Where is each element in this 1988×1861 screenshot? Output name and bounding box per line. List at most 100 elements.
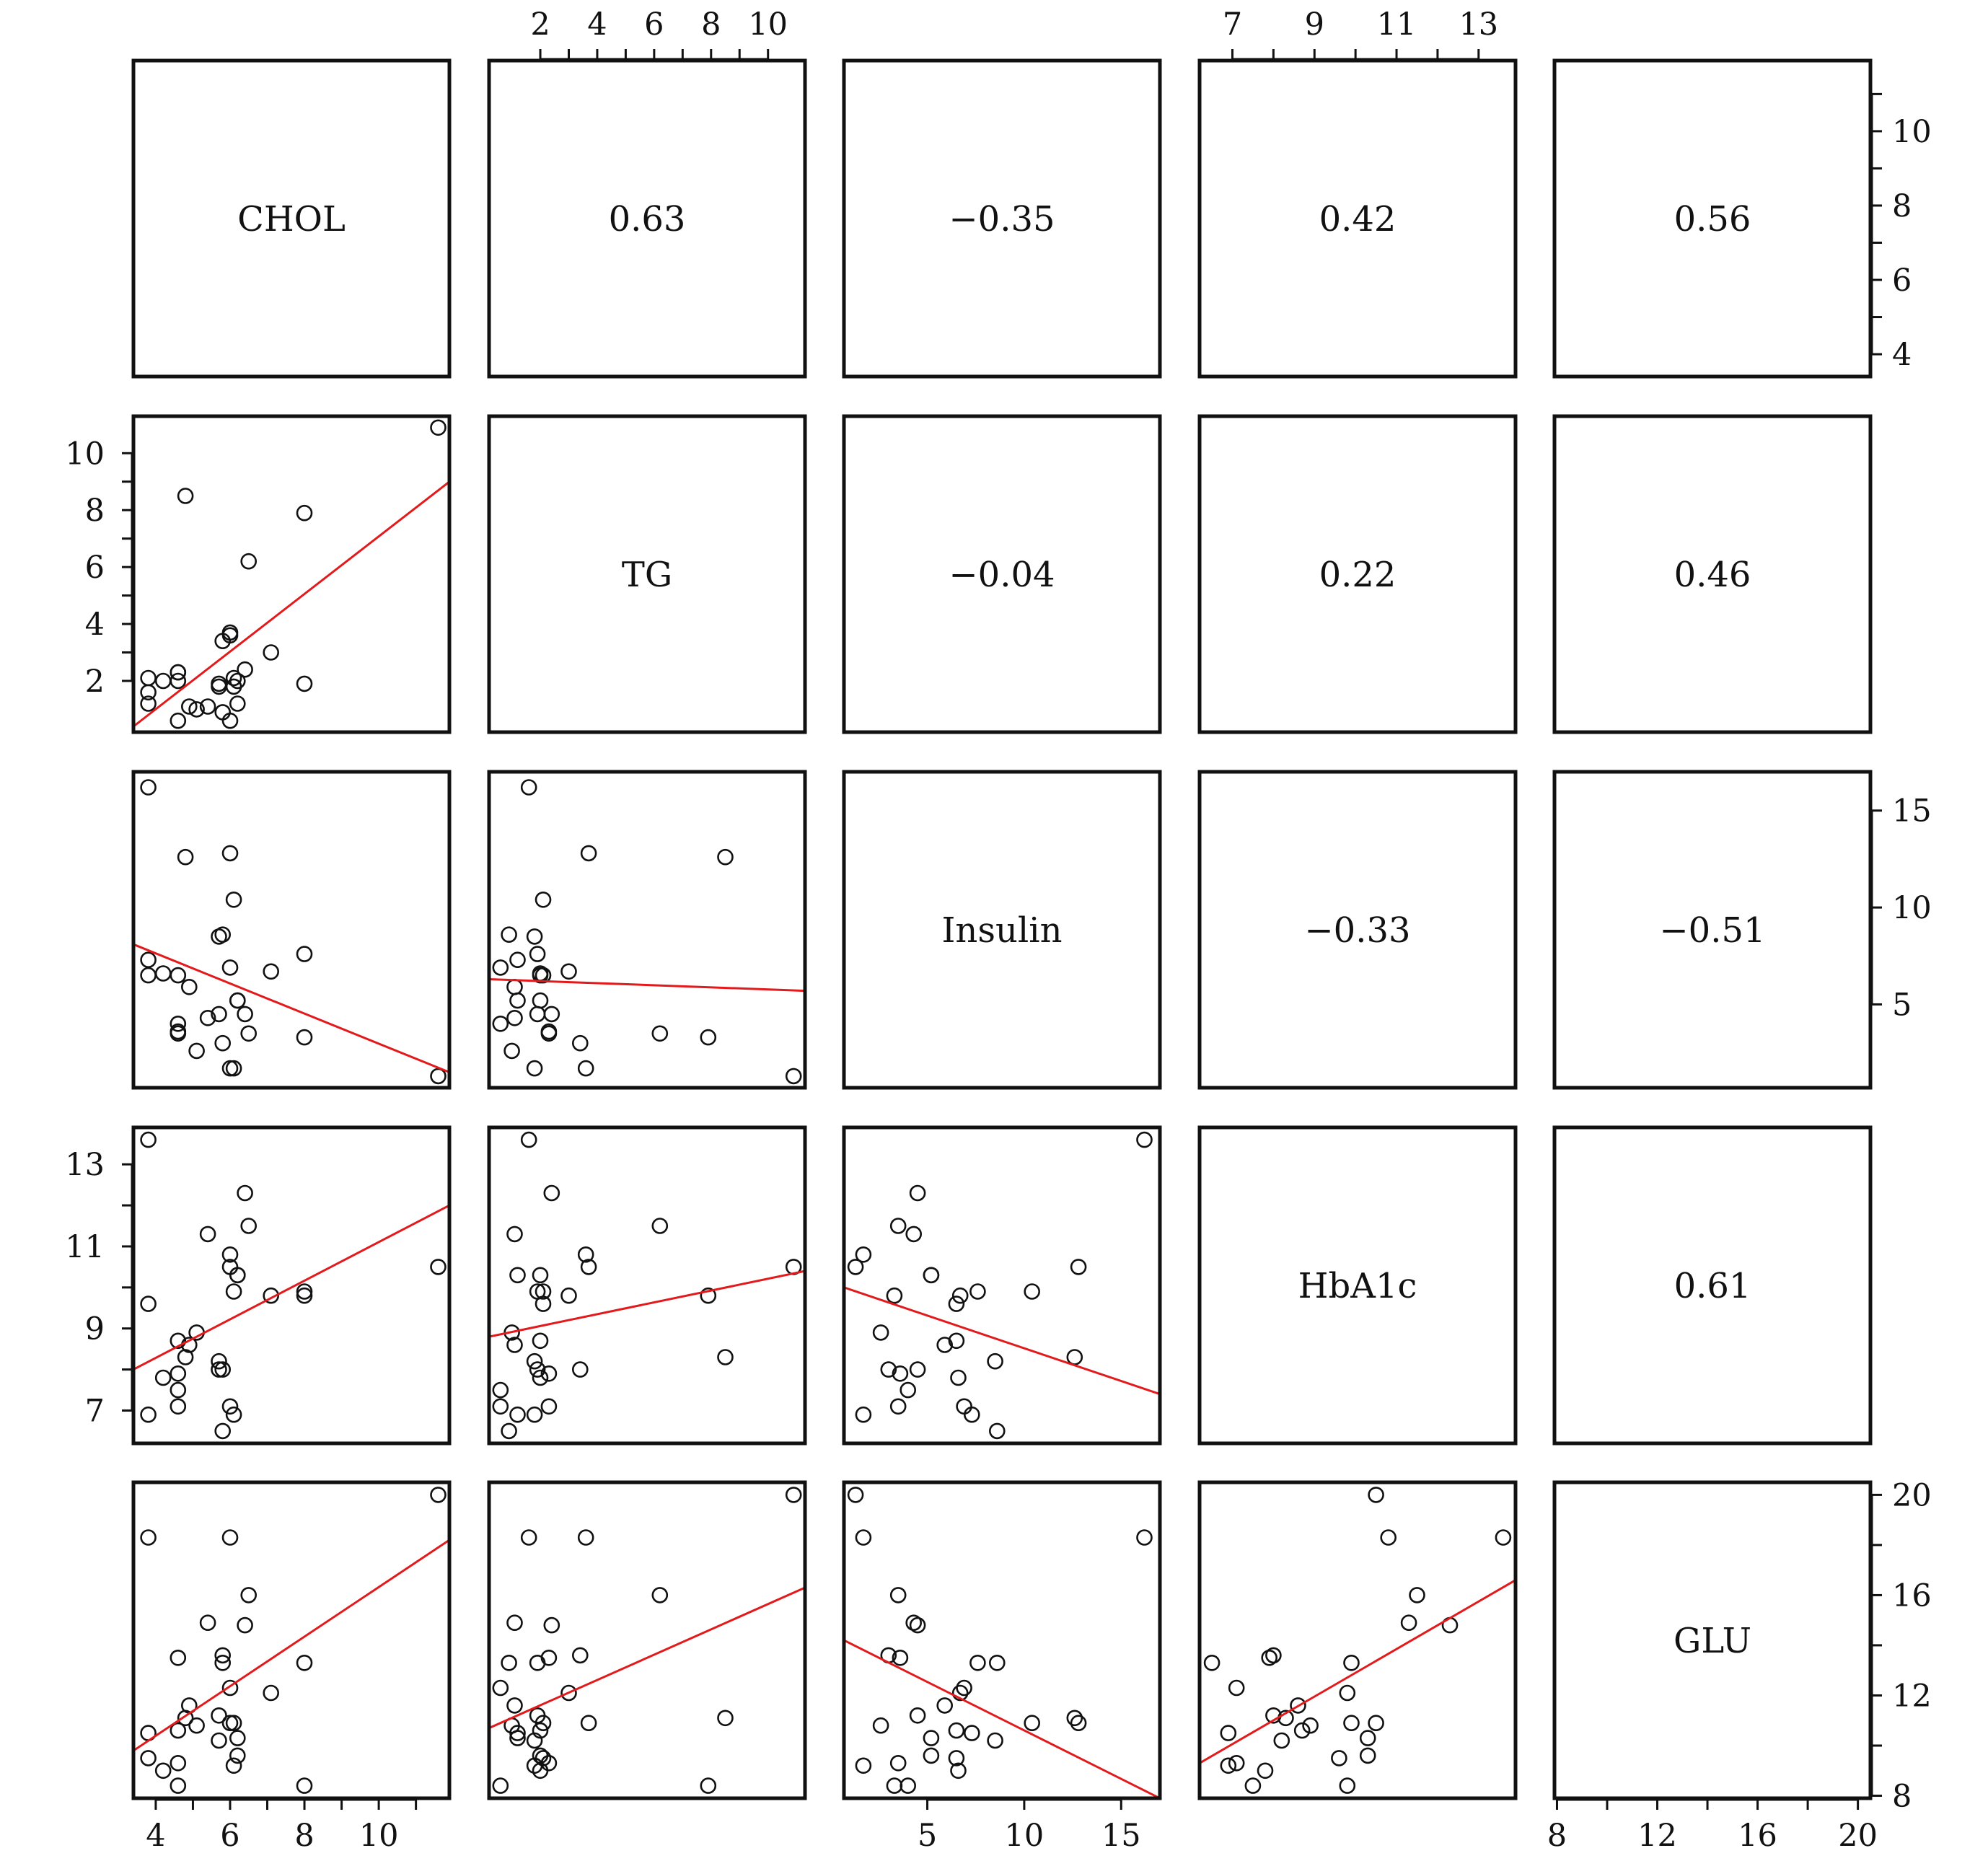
data-point-glu-chol (214, 1647, 232, 1664)
data-point-hba1c-tg (580, 1259, 597, 1275)
data-point-tg-chol (199, 698, 216, 715)
data-point-hba1c-tg (532, 1369, 549, 1386)
frame-panel-insulin-chol (131, 770, 452, 1090)
data-point-hba1c-chol (237, 1184, 253, 1202)
data-point-insulin-chol (221, 1060, 239, 1077)
data-point-glu-insulin (909, 1616, 926, 1634)
data-point-glu-insulin (948, 1750, 965, 1767)
variable-label-insulin: Insulin (941, 910, 1062, 951)
frame-panel-tg-glu (1552, 414, 1873, 734)
data-point-glu-chol (170, 1722, 187, 1739)
data-point-hba1c-tg (526, 1352, 543, 1370)
data-point-tg-chol (140, 695, 157, 712)
data-point-insulin-chol (296, 946, 313, 962)
data-point-glu-insulin (936, 1697, 953, 1714)
correlation-label-insulin-glu: −0.51 (1659, 910, 1765, 951)
data-point-glu-hba1c (1203, 1655, 1220, 1671)
tick-label-right-insulin: 10 (1892, 890, 1932, 926)
tick-label-top-tg: 4 (587, 6, 607, 43)
data-point-hba1c-insulin (847, 1259, 864, 1275)
tick-label-top-tg: 6 (644, 6, 664, 43)
data-point-glu-insulin (855, 1529, 872, 1546)
data-point-insulin-chol (140, 951, 157, 968)
data-point-glu-tg (520, 1529, 537, 1546)
data-point-insulin-chol (199, 1010, 216, 1026)
data-point-hba1c-chol (214, 1361, 232, 1378)
data-point-hba1c-chol (170, 1365, 187, 1382)
tick-label-right-chol: 8 (1892, 188, 1912, 224)
data-point-tg-chol (188, 701, 205, 718)
fit-line-glu-hba1c (1200, 1579, 1516, 1764)
tick-label-right-chol: 4 (1892, 337, 1912, 373)
frame-panel-insulin-hba1c (1197, 770, 1518, 1090)
data-point-insulin-chol (180, 979, 198, 995)
data-point-glu-hba1c (1220, 1725, 1237, 1741)
data-point-hba1c-insulin (923, 1267, 940, 1284)
data-point-insulin-tg (529, 1006, 546, 1023)
data-point-glu-insulin (923, 1747, 940, 1764)
data-point-glu-hba1c (1290, 1697, 1306, 1714)
data-point-insulin-tg (571, 1034, 589, 1052)
data-point-insulin-chol (140, 967, 157, 984)
frame-panel-hba1c-tg (487, 1125, 807, 1446)
data-point-hba1c-insulin (1024, 1283, 1040, 1300)
frame-panel-glu-hba1c (1197, 1480, 1518, 1800)
data-point-insulin-chol (225, 1060, 242, 1077)
data-point-hba1c-tg (506, 1226, 523, 1243)
data-point-glu-tg (535, 1715, 552, 1731)
variable-label-tg: TG (622, 555, 672, 595)
data-point-glu-tg (532, 1747, 549, 1764)
data-point-glu-chol (240, 1587, 258, 1603)
data-point-hba1c-tg (506, 1337, 523, 1353)
data-point-insulin-tg (785, 1068, 802, 1085)
data-point-glu-insulin (956, 1679, 972, 1697)
tick-label-left-tg: 10 (65, 436, 105, 472)
data-point-hba1c-insulin (950, 1369, 967, 1386)
data-point-insulin-tg (651, 1025, 669, 1042)
data-point-glu-insulin (951, 1684, 969, 1702)
data-point-hba1c-insulin (905, 1226, 922, 1243)
data-point-hba1c-insulin (964, 1406, 980, 1423)
tick-label-left-hba1c: 11 (65, 1229, 105, 1265)
tick-label-bottom-insulin: 15 (1101, 1818, 1141, 1854)
tick-label-bottom-insulin: 10 (1005, 1818, 1044, 1854)
data-point-hba1c-insulin (956, 1398, 972, 1415)
data-point-insulin-tg (509, 951, 526, 968)
tick-label-right-glu: 16 (1892, 1578, 1932, 1614)
frame-panel-tg-tg (487, 414, 807, 734)
tick-label-bottom-glu: 12 (1637, 1818, 1677, 1854)
frame-panel-chol-tg (487, 58, 807, 379)
data-point-hba1c-chol (214, 1422, 232, 1440)
data-point-glu-hba1c (1400, 1614, 1417, 1631)
data-point-hba1c-chol (170, 1381, 187, 1399)
data-point-glu-hba1c (1339, 1684, 1356, 1702)
data-point-glu-chol (211, 1707, 227, 1724)
data-point-glu-hba1c (1359, 1730, 1376, 1746)
data-point-insulin-tg (506, 1010, 523, 1026)
data-point-insulin-tg (700, 1029, 717, 1046)
data-point-hba1c-tg (571, 1361, 589, 1378)
tick-label-top-hba1c: 9 (1305, 6, 1324, 43)
data-point-glu-hba1c (1409, 1587, 1425, 1603)
data-point-tg-chol (225, 669, 242, 687)
data-point-hba1c-insulin (909, 1361, 926, 1378)
data-point-tg-chol (263, 644, 280, 661)
frame-panel-chol-chol (131, 58, 452, 379)
data-point-tg-chol (221, 712, 239, 729)
data-point-glu-insulin (905, 1614, 922, 1631)
data-point-glu-chol (296, 1655, 313, 1671)
fit-line-glu-tg (489, 1586, 805, 1730)
data-point-glu-chol (296, 1777, 313, 1794)
data-point-insulin-chol (430, 1068, 447, 1085)
tick-label-left-hba1c: 9 (85, 1311, 105, 1347)
data-point-insulin-chol (177, 848, 194, 866)
data-point-glu-hba1c (1359, 1747, 1376, 1764)
data-point-glu-insulin (1024, 1715, 1040, 1731)
data-point-glu-chol (225, 1715, 242, 1731)
data-point-tg-chol (229, 672, 246, 690)
data-point-glu-chol (214, 1655, 232, 1671)
data-point-hba1c-chol (225, 1406, 242, 1423)
data-point-hba1c-insulin (909, 1184, 926, 1202)
data-point-insulin-chol (214, 926, 232, 943)
